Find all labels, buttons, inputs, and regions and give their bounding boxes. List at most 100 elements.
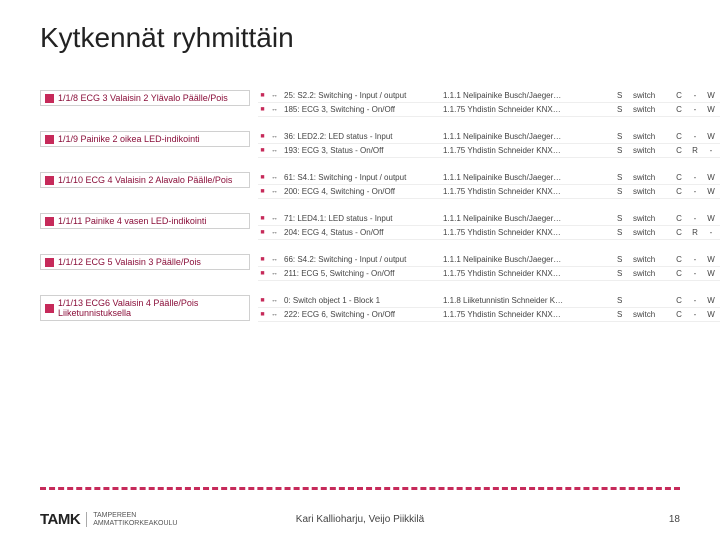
group-left: 1/1/13 ECG6 Valaisin 4 Päälle/Pois Liike… xyxy=(40,295,250,321)
row-cell-c: S xyxy=(617,269,629,278)
row-cell-c: S xyxy=(617,214,629,223)
group-icon xyxy=(45,176,54,185)
data-row: ■↔66: S4.2: Switching - Input / output1.… xyxy=(258,254,720,267)
data-row: ■↔71: LED4.1: LED status - Input1.1.1 Ne… xyxy=(258,213,720,226)
row-cell-b: 1.1.1 Nelipainike Busch/Jaeger… xyxy=(443,132,613,141)
row-cell-d: switch xyxy=(633,255,669,264)
group-left: 1/1/11 Painike 4 vasen LED-indikointi xyxy=(40,213,250,229)
row-icon: ■ xyxy=(258,228,267,237)
row-icon: ■ xyxy=(258,132,267,141)
row-cell-b: 1.1.75 Yhdistin Schneider KNX… xyxy=(443,310,613,319)
group-rows: ■↔66: S4.2: Switching - Input / output1.… xyxy=(258,254,720,281)
row-cell-c: S xyxy=(617,255,629,264)
row-icon: ■ xyxy=(258,187,267,196)
row-cell-f3: W xyxy=(705,296,717,305)
page-number: 18 xyxy=(669,514,680,525)
row-cell-f1: C xyxy=(673,255,685,264)
group: 1/1/9 Painike 2 oikea LED-indikointi ■ ↔ 36… xyxy=(40,131,700,158)
row-cell-f2: - xyxy=(689,310,701,319)
row-cell-a: 204: ECG 4, Status - On/Off xyxy=(284,228,439,237)
arrow-icon: ↔ xyxy=(271,92,280,99)
row-cell-a: 36: LED2.2: LED status - Input xyxy=(284,132,439,141)
row-cell-f3: W xyxy=(705,91,717,100)
row-cell-f1: C xyxy=(673,228,685,237)
data-row: ■↔36: LED2.2: LED status - Input1.1.1 Ne… xyxy=(258,131,720,144)
group-left: 1/1/12 ECG 5 Valaisin 3 Päälle/Pois xyxy=(40,254,250,270)
row-icon: ■ xyxy=(258,146,267,155)
arrow-icon: ↔ xyxy=(271,311,280,318)
group-label-text: 1/1/10 ECG 4 Valaisin 2 Alavalo Päälle/P… xyxy=(58,175,232,185)
group-left: 1/1/10 ECG 4 Valaisin 2 Alavalo Päälle/P… xyxy=(40,172,250,188)
arrow-icon: ↔ xyxy=(271,188,280,195)
row-cell-f1: C xyxy=(673,214,685,223)
row-cell-c: S xyxy=(617,105,629,114)
data-row: ■↔61: S4.1: Switching - Input / output1.… xyxy=(258,172,720,185)
row-cell-f2: R xyxy=(689,228,701,237)
group-icon xyxy=(45,258,54,267)
row-cell-a: 0: Switch object 1 - Block 1 xyxy=(284,296,439,305)
group-label-text: 1/1/13 ECG6 Valaisin 4 Päälle/Pois Liike… xyxy=(58,298,245,318)
group: 1/1/13 ECG6 Valaisin 4 Päälle/Pois Liike… xyxy=(40,295,700,322)
row-cell-a: 211: ECG 5, Switching - On/Off xyxy=(284,269,439,278)
row-cell-a: 61: S4.1: Switching - Input / output xyxy=(284,173,439,182)
row-cell-f3: - xyxy=(705,146,717,155)
row-cell-f2: - xyxy=(689,255,701,264)
data-row: ■↔211: ECG 5, Switching - On/Off1.1.75 Y… xyxy=(258,268,720,281)
row-cell-d: switch xyxy=(633,228,669,237)
group-rows: ■↔0: Switch object 1 - Block 11.1.8 Liik… xyxy=(258,295,720,322)
arrow-icon: ↔ xyxy=(271,256,280,263)
arrow-icon: ↔ xyxy=(271,297,280,304)
row-cell-f2: - xyxy=(689,214,701,223)
group-label-text: 1/1/12 ECG 5 Valaisin 3 Päälle/Pois xyxy=(58,257,201,267)
row-cell-c: S xyxy=(617,187,629,196)
row-cell-f1: C xyxy=(673,310,685,319)
group-label: 1/1/9 Painike 2 oikea LED-indikointi xyxy=(40,131,250,147)
footer-authors: Kari Kallioharju, Veijo Piikkilä xyxy=(296,514,424,525)
arrow-icon: ↔ xyxy=(271,147,280,154)
row-icon: ■ xyxy=(258,296,267,305)
logo: TAMK TAMPEREEN AMMATTIKORKEAKOULU xyxy=(40,511,178,528)
row-cell-a: 66: S4.2: Switching - Input / output xyxy=(284,255,439,264)
row-cell-f1: C xyxy=(673,296,685,305)
row-cell-f1: C xyxy=(673,132,685,141)
row-cell-c: S xyxy=(617,310,629,319)
row-cell-a: 200: ECG 4, Switching - On/Off xyxy=(284,187,439,196)
group-rows: ■↔25: S2.2: Switching - Input / output1.… xyxy=(258,90,720,117)
arrow-icon: ↔ xyxy=(271,270,280,277)
data-row: ■↔204: ECG 4, Status - On/Off1.1.75 Yhdi… xyxy=(258,227,720,240)
arrow-icon: ↔ xyxy=(271,174,280,181)
row-cell-d: switch xyxy=(633,173,669,182)
data-row: ■↔222: ECG 6, Switching - On/Off1.1.75 Y… xyxy=(258,309,720,322)
arrow-icon: ↔ xyxy=(271,215,280,222)
group: 1/1/11 Painike 4 vasen LED-indikointi■↔7… xyxy=(40,213,700,240)
group-label-text: 1/1/9 Painike 2 oikea LED-indikointi xyxy=(58,134,200,144)
group-left: 1/1/9 Painike 2 oikea LED-indikointi xyxy=(40,131,250,147)
row-cell-f2: - xyxy=(689,173,701,182)
row-cell-f2: - xyxy=(689,105,701,114)
row-cell-b: 1.1.75 Yhdistin Schneider KNX… xyxy=(443,105,613,114)
row-cell-f1: C xyxy=(673,187,685,196)
row-cell-c: S xyxy=(617,132,629,141)
row-cell-f3: W xyxy=(705,105,717,114)
logo-mark: TAMK xyxy=(40,511,80,528)
group-icon xyxy=(45,217,54,226)
data-row: ■↔193: ECG 3, Status - On/Off1.1.75 Yhdi… xyxy=(258,145,720,158)
group-left: 1/1/8 ECG 3 Valaisin 2 Ylävalo Päälle/Po… xyxy=(40,90,250,106)
group: 1/1/12 ECG 5 Valaisin 3 Päälle/Pois■↔66:… xyxy=(40,254,700,281)
row-cell-f3: - xyxy=(705,228,717,237)
groups-container: 1/1/8 ECG 3 Valaisin 2 Ylävalo Päälle/Po… xyxy=(40,90,700,328)
group-label: 1/1/12 ECG 5 Valaisin 3 Päälle/Pois xyxy=(40,254,250,270)
group-icon xyxy=(45,135,54,144)
row-cell-f3: W xyxy=(705,310,717,319)
row-cell-d: switch xyxy=(633,91,669,100)
row-cell-b: 1.1.75 Yhdistin Schneider KNX… xyxy=(443,269,613,278)
row-cell-a: 222: ECG 6, Switching - On/Off xyxy=(284,310,439,319)
row-cell-f3: W xyxy=(705,214,717,223)
row-cell-d: switch xyxy=(633,146,669,155)
data-row: ■↔200: ECG 4, Switching - On/Off1.1.75 Y… xyxy=(258,186,720,199)
row-icon: ■ xyxy=(258,105,267,114)
row-cell-f2: R xyxy=(689,146,701,155)
group-icon xyxy=(45,304,54,313)
row-cell-b: 1.1.75 Yhdistin Schneider KNX… xyxy=(443,228,613,237)
row-cell-f2: - xyxy=(689,187,701,196)
